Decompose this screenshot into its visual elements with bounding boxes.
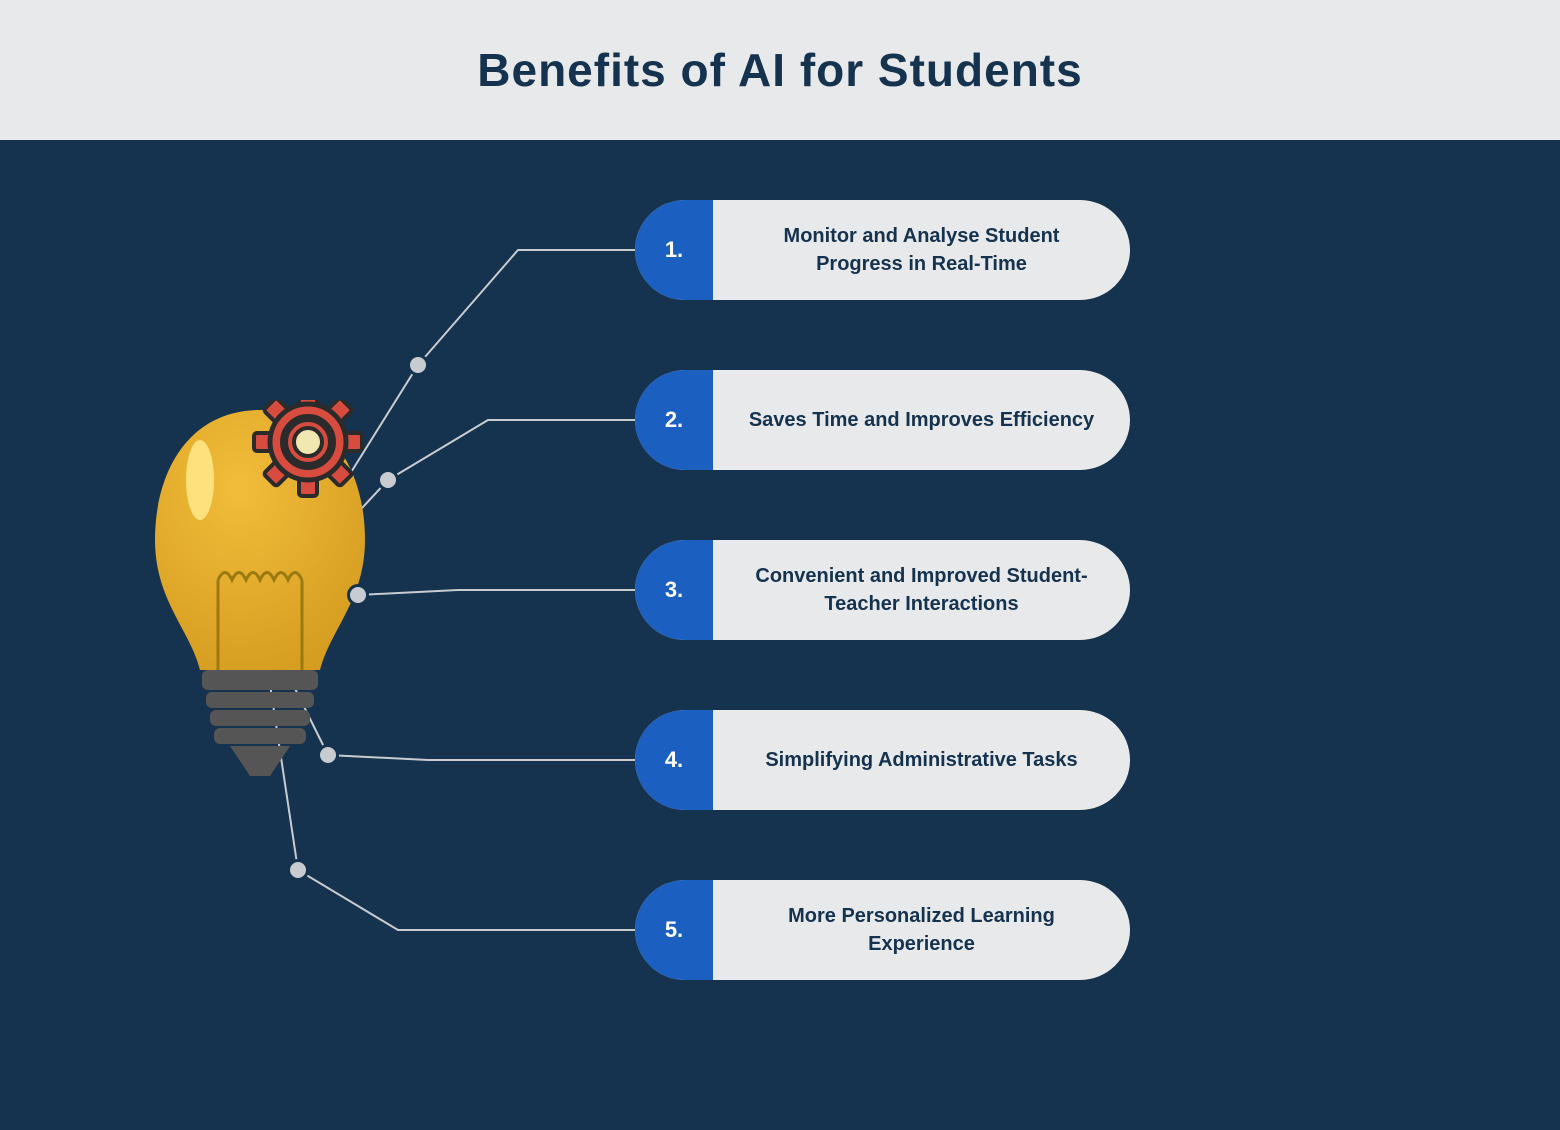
connector-dot [377,469,399,491]
benefit-item-4: 4.Simplifying Administrative Tasks [635,710,1130,810]
benefit-number: 3. [635,540,713,640]
benefit-item-3: 3.Convenient and Improved Student-Teache… [635,540,1130,640]
benefit-number: 4. [635,710,713,810]
page-title: Benefits of AI for Students [477,43,1082,97]
benefit-number: 1. [635,200,713,300]
header: Benefits of AI for Students [0,0,1560,140]
connector-dot [287,859,309,881]
connector-dot [407,354,429,376]
benefit-label: Convenient and Improved Student-Teacher … [713,562,1130,618]
benefit-number: 5. [635,880,713,980]
benefit-item-2: 2.Saves Time and Improves Efficiency [635,370,1130,470]
benefit-label: Monitor and Analyse Student Progress in … [713,222,1130,278]
benefit-label: Simplifying Administrative Tasks [713,746,1130,774]
benefit-item-5: 5.More Personalized Learning Experience [635,880,1130,980]
benefit-label: More Personalized Learning Experience [713,902,1130,958]
benefit-item-1: 1.Monitor and Analyse Student Progress i… [635,200,1130,300]
connector-dot [317,744,339,766]
benefit-label: Saves Time and Improves Efficiency [713,406,1130,434]
benefit-number: 2. [635,370,713,470]
main-panel: 1.Monitor and Analyse Student Progress i… [0,140,1560,1130]
connector-dot [347,584,369,606]
